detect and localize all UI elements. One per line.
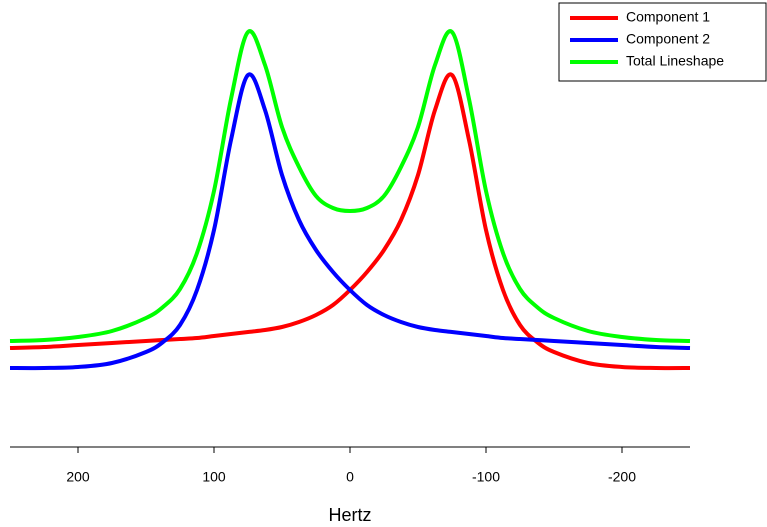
line-series: [9, 72, 691, 371]
legend-label: Component 1: [626, 9, 710, 25]
legend-box: [558, 2, 767, 82]
x-tick-label: 200: [66, 469, 90, 485]
x-axis-label: Hertz: [328, 505, 371, 525]
line-series: [9, 29, 691, 343]
x-tick-label: -200: [608, 469, 636, 485]
line-series: [9, 72, 691, 371]
legend-label: Total Lineshape: [626, 53, 724, 69]
x-tick-label: 0: [346, 469, 354, 485]
legend-label: Component 2: [626, 31, 710, 47]
x-tick-label: 100: [202, 469, 226, 485]
x-tick-label: -100: [472, 469, 500, 485]
